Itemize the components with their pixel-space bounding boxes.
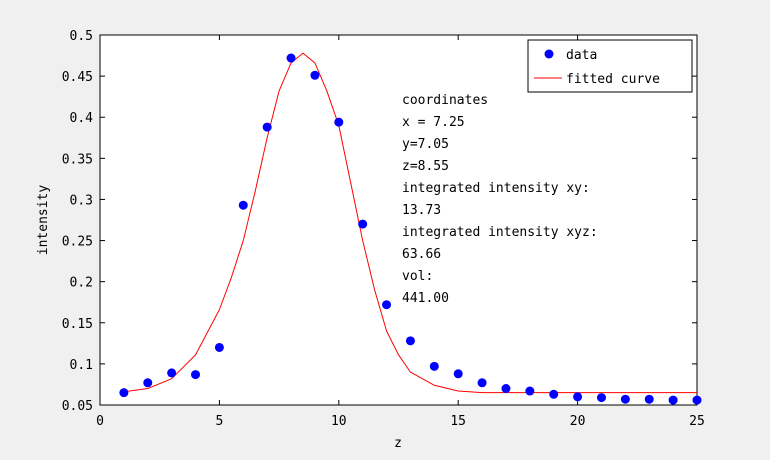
x-tick-label: 20 <box>570 414 586 429</box>
data-points-layer <box>119 53 702 405</box>
data-point <box>334 117 344 127</box>
x-axis-label: z <box>394 436 402 451</box>
data-point <box>191 370 201 380</box>
data-point <box>262 122 272 132</box>
data-point <box>453 369 463 379</box>
annotation-line: 13.73 <box>402 203 441 218</box>
data-point <box>310 70 320 80</box>
data-point <box>692 395 702 405</box>
y-tick-label: 0.05 <box>62 399 93 414</box>
data-point <box>477 378 487 388</box>
fitted-curve-line <box>123 52 697 394</box>
data-point <box>525 386 535 396</box>
data-point <box>167 368 177 378</box>
legend: data fitted curve <box>527 39 693 93</box>
data-point <box>644 394 654 404</box>
legend-label-data: data <box>566 48 597 63</box>
annotation-line: 441.00 <box>402 291 449 306</box>
y-tick-label: 0.1 <box>70 358 93 373</box>
axis-ticks: 0 5 10 15 20 25 0.05 0.1 0.15 0.2 0.25 0.3 0.35 0.4 0.… <box>62 29 705 429</box>
annotation-line: x = 7.25 <box>402 115 465 130</box>
plot-area <box>99 34 698 406</box>
y-tick-label: 0.25 <box>62 235 93 250</box>
data-point <box>573 392 583 402</box>
y-tick-label: 0.45 <box>62 70 93 85</box>
data-point <box>286 53 296 63</box>
annotation-line: integrated intensity xy: <box>402 181 590 196</box>
fitted-curve-layer <box>123 52 697 394</box>
data-point <box>668 395 678 405</box>
legend-box <box>527 39 693 93</box>
legend-label-fitted-curve: fitted curve <box>566 72 660 87</box>
data-point <box>429 361 439 371</box>
legend-marker-data <box>544 49 554 59</box>
y-tick-label: 0.5 <box>70 29 93 44</box>
data-point <box>382 300 392 310</box>
x-tick-label: 25 <box>689 414 705 429</box>
annotation-line: coordinates <box>402 93 488 108</box>
data-point <box>358 219 368 229</box>
annotation-line: vol: <box>402 269 433 284</box>
y-tick-label: 0.3 <box>70 193 93 208</box>
data-point <box>596 393 606 403</box>
data-point <box>620 394 630 404</box>
annotation-text: coordinates x = 7.25 y=7.05 z=8.55 integrate… <box>402 93 598 306</box>
data-point <box>405 336 415 346</box>
y-tick-label: 0.4 <box>70 111 94 126</box>
x-tick-label: 5 <box>215 414 223 429</box>
annotation-line: integrated intensity xyz: <box>402 225 598 240</box>
x-tick-label: 10 <box>331 414 347 429</box>
y-tick-label: 0.15 <box>62 317 93 332</box>
data-point <box>549 389 559 399</box>
data-point <box>238 200 248 210</box>
y-tick-label: 0.2 <box>70 276 93 291</box>
data-point <box>119 388 129 398</box>
data-point <box>214 342 224 352</box>
annotation-line: y=7.05 <box>402 137 449 152</box>
data-point <box>501 384 511 394</box>
y-tick-label: 0.35 <box>62 152 93 167</box>
x-tick-label: 0 <box>96 414 104 429</box>
annotation-line: z=8.55 <box>402 159 449 174</box>
annotation-line: 63.66 <box>402 247 441 262</box>
x-tick-label: 15 <box>450 414 466 429</box>
data-point <box>143 378 153 388</box>
y-axis-label: intensity <box>36 185 51 256</box>
